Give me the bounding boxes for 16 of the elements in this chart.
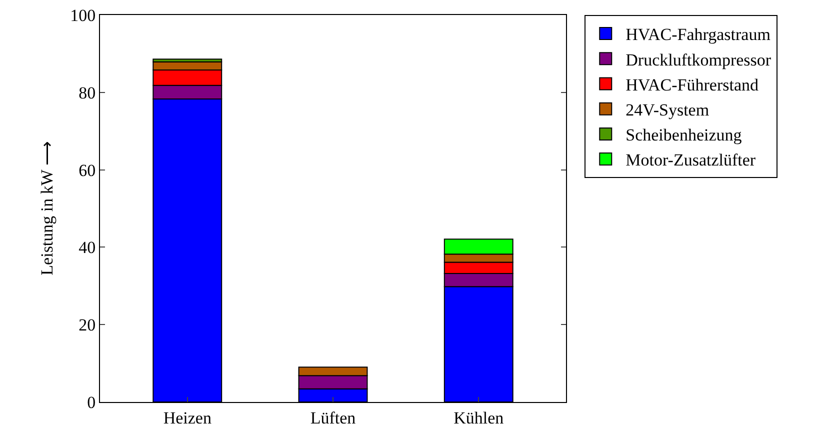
y-tick-label: 20: [78, 316, 96, 335]
legend-label: HVAC-Führerstand: [626, 75, 759, 94]
y-tick-label: 40: [78, 238, 96, 258]
x-tick-label: Lüften: [310, 408, 356, 428]
y-tick-label: 0: [87, 392, 96, 412]
legend-label: Motor-Zusatzlüfter: [626, 150, 756, 170]
y-tick-label: 100: [70, 6, 96, 25]
legend-label: Scheibenheizung: [626, 126, 742, 145]
legend-label: 24V-System: [626, 100, 710, 120]
legend-label: HVAC-Fahrgastraum: [626, 25, 770, 44]
y-tick-label: 80: [78, 83, 96, 102]
x-tick-label: Kühlen: [454, 408, 504, 428]
y-axis-title: Leistung in kW ⟶: [38, 142, 57, 276]
x-tick-label: Heizen: [163, 408, 212, 428]
y-tick-label: 60: [78, 160, 96, 180]
legend-label: Druckluftkompressor: [626, 50, 772, 70]
